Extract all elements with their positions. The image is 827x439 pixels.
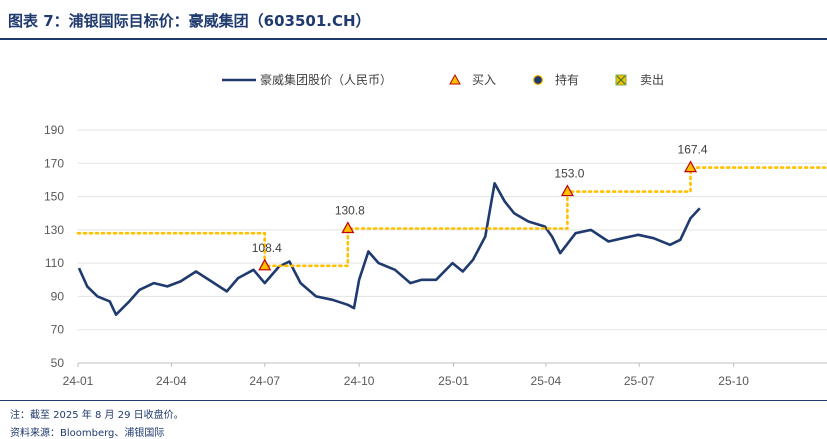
circle-icon [532, 74, 544, 86]
x-tick-label: 25-01 [438, 374, 469, 388]
buy-marker [560, 184, 574, 197]
y-tick-label: 90 [51, 289, 65, 303]
target-price-label: 153.0 [554, 167, 584, 181]
triangle-icon [449, 73, 461, 85]
target-price-label: 130.8 [335, 204, 365, 218]
chart-legend: 豪威集团股价（人民币） 买入 持有 卖出 [222, 72, 664, 87]
chart-gridlines [78, 129, 827, 364]
chart-axes: 50 70 90 110 130 150 170 190 24-01 24-04 24-07 24-1… [44, 123, 827, 388]
legend-label: 持有 [555, 72, 579, 87]
title-divider [0, 38, 827, 40]
footer-divider [0, 400, 827, 401]
buy-marker [258, 258, 272, 271]
y-tick-label: 110 [45, 256, 64, 270]
y-tick-label: 130 [44, 223, 64, 237]
price-line [77, 182, 701, 316]
target-price-label: 108.4 [252, 241, 282, 255]
y-tick-label: 70 [51, 323, 65, 337]
x-tick-label: 25-04 [531, 374, 562, 388]
y-tick-label: 190 [44, 123, 64, 137]
target-price-line [76, 166, 827, 268]
x-square-cross [616, 75, 626, 85]
x-tick-label: 24-04 [156, 374, 187, 388]
y-tick-label: 170 [44, 156, 64, 170]
chart-series [76, 166, 827, 316]
y-tick-label: 150 [44, 190, 64, 204]
footnote: 注：截至 2025 年 8 月 29 日收盘价。 [10, 410, 184, 421]
x-tick-label: 24-10 [344, 374, 375, 388]
chart-markers: 108.4 130.8 153.0 167.4 [252, 143, 708, 271]
buy-marker [684, 160, 698, 173]
source-note: 资料来源：Bloomberg、浦银国际 [10, 428, 165, 439]
target-price-label: 167.4 [678, 143, 708, 157]
x-tick-label: 25-07 [624, 374, 655, 388]
x-tick-label: 24-01 [63, 374, 94, 388]
buy-marker [341, 221, 355, 234]
x-tick-label: 25-10 [718, 374, 749, 388]
legend-label: 买入 [472, 73, 496, 87]
price-target-chart: 豪威集团股价（人民币） 买入 持有 卖出 50 70 90 110 130 150 170 190 2… [44, 72, 827, 388]
legend-label: 豪威集团股价（人民币） [260, 72, 392, 87]
legend-label: 卖出 [640, 73, 664, 87]
y-tick-label: 50 [51, 356, 65, 370]
x-tick-label: 24-07 [249, 374, 280, 388]
page-title: 图表 7：浦银国际目标价：豪威集团（603501.CH） [8, 12, 371, 30]
